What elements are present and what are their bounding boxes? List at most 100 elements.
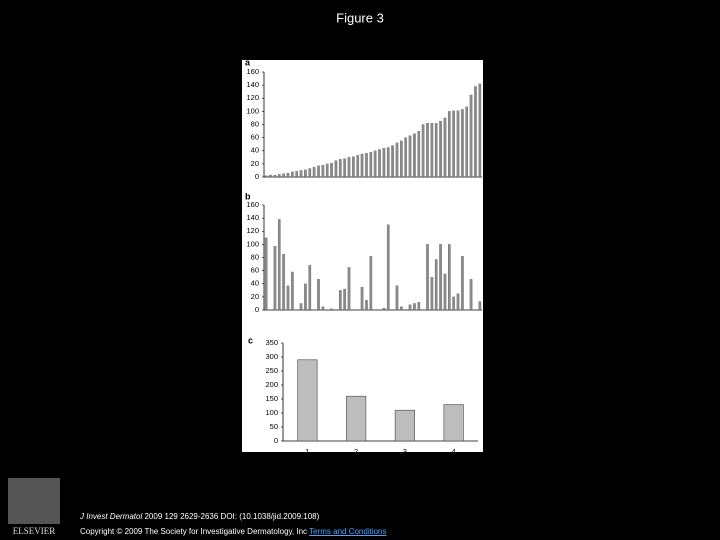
bar (330, 308, 333, 311)
bar (448, 111, 451, 178)
x-tick-label: 3 (403, 447, 407, 456)
bar (394, 409, 415, 442)
y-tick-label: 20 (251, 159, 259, 168)
bar (408, 304, 412, 311)
journal: J Invest Dermatol (80, 512, 143, 521)
y-tick-label: 140 (246, 213, 259, 222)
bar (456, 293, 460, 311)
bar (330, 163, 333, 178)
y-tick-label: 160 (246, 200, 259, 209)
panel-label: b (245, 191, 251, 201)
bar (439, 244, 442, 311)
bar (299, 170, 303, 178)
y-tick-label: 60 (251, 266, 259, 275)
x-tick-label: 4 (452, 447, 456, 456)
bar (308, 265, 312, 311)
bar (408, 135, 412, 178)
copyright-text: Copyright © 2009 The Society for Investi… (80, 527, 308, 536)
bar (264, 175, 268, 178)
bar (273, 174, 277, 178)
logo-tree (8, 478, 60, 524)
citation-text: 2009 129 2629-2636 DOI: (10.1038/jid.200… (144, 512, 320, 521)
copyright: Copyright © 2009 The Society for Investi… (80, 527, 387, 536)
y-tick-label: 100 (265, 408, 278, 417)
bar (291, 171, 294, 178)
bar (343, 288, 346, 311)
bar (465, 106, 469, 178)
bar (277, 219, 281, 311)
bar (382, 307, 386, 311)
y-tick-label: 250 (265, 366, 278, 375)
bar (312, 167, 316, 178)
bar (443, 273, 447, 311)
bar (347, 157, 351, 178)
bar (282, 173, 285, 178)
bar (413, 133, 416, 178)
bar (360, 153, 364, 178)
bar (417, 130, 421, 178)
bar (421, 124, 425, 178)
bar (474, 86, 477, 178)
bar (347, 267, 351, 311)
bar (461, 256, 464, 311)
bar (434, 123, 438, 178)
bar (430, 277, 434, 311)
bar (269, 174, 272, 178)
y-tick-label: 80 (251, 119, 259, 128)
bar (469, 94, 473, 178)
bar (443, 404, 464, 442)
y-tick-label: 80 (251, 252, 259, 261)
figure-panel (242, 60, 483, 452)
y-tick-label: 0 (255, 172, 259, 181)
bar (469, 279, 473, 311)
bar (386, 147, 390, 178)
bar (291, 271, 294, 311)
y-tick-label: 140 (246, 80, 259, 89)
bar (297, 359, 318, 442)
bar (356, 155, 360, 178)
bar (282, 254, 285, 311)
bar (417, 302, 421, 311)
bar (426, 244, 429, 311)
bar (273, 246, 277, 311)
y-tick-label: 200 (265, 380, 278, 389)
bar (343, 158, 346, 178)
y-tick-label: 0 (274, 436, 278, 445)
y-tick-label: 100 (246, 239, 259, 248)
bar (448, 244, 451, 311)
y-tick-label: 100 (246, 106, 259, 115)
bar (439, 121, 442, 178)
bar (321, 306, 325, 311)
bar (369, 256, 373, 311)
bar (339, 159, 342, 178)
bar (378, 149, 381, 178)
bar (369, 151, 373, 178)
citation: J Invest Dermatol 2009 129 2629-2636 DOI… (80, 512, 319, 521)
bar (339, 290, 342, 311)
bar (478, 301, 482, 311)
bar (395, 142, 399, 178)
logo-text: ELSEVIER (13, 526, 56, 536)
y-tick-label: 50 (270, 422, 278, 431)
bar (352, 156, 355, 178)
bar (386, 224, 390, 311)
y-tick-label: 120 (246, 226, 259, 235)
x-tick-label: 1 (305, 447, 309, 456)
bar (321, 165, 325, 178)
bar (478, 83, 482, 178)
bar (286, 285, 290, 311)
panel-label: a (245, 57, 251, 67)
bar (452, 110, 455, 178)
bar (413, 303, 416, 311)
bar (434, 259, 438, 311)
bar (395, 285, 399, 311)
bar (391, 145, 394, 178)
y-tick-label: 20 (251, 292, 259, 301)
y-tick-label: 150 (265, 394, 278, 403)
bar (264, 237, 268, 311)
terms-link[interactable]: Terms and Conditions (309, 527, 387, 536)
bar (317, 165, 320, 178)
bar (452, 296, 455, 311)
y-tick-label: 350 (265, 338, 278, 347)
